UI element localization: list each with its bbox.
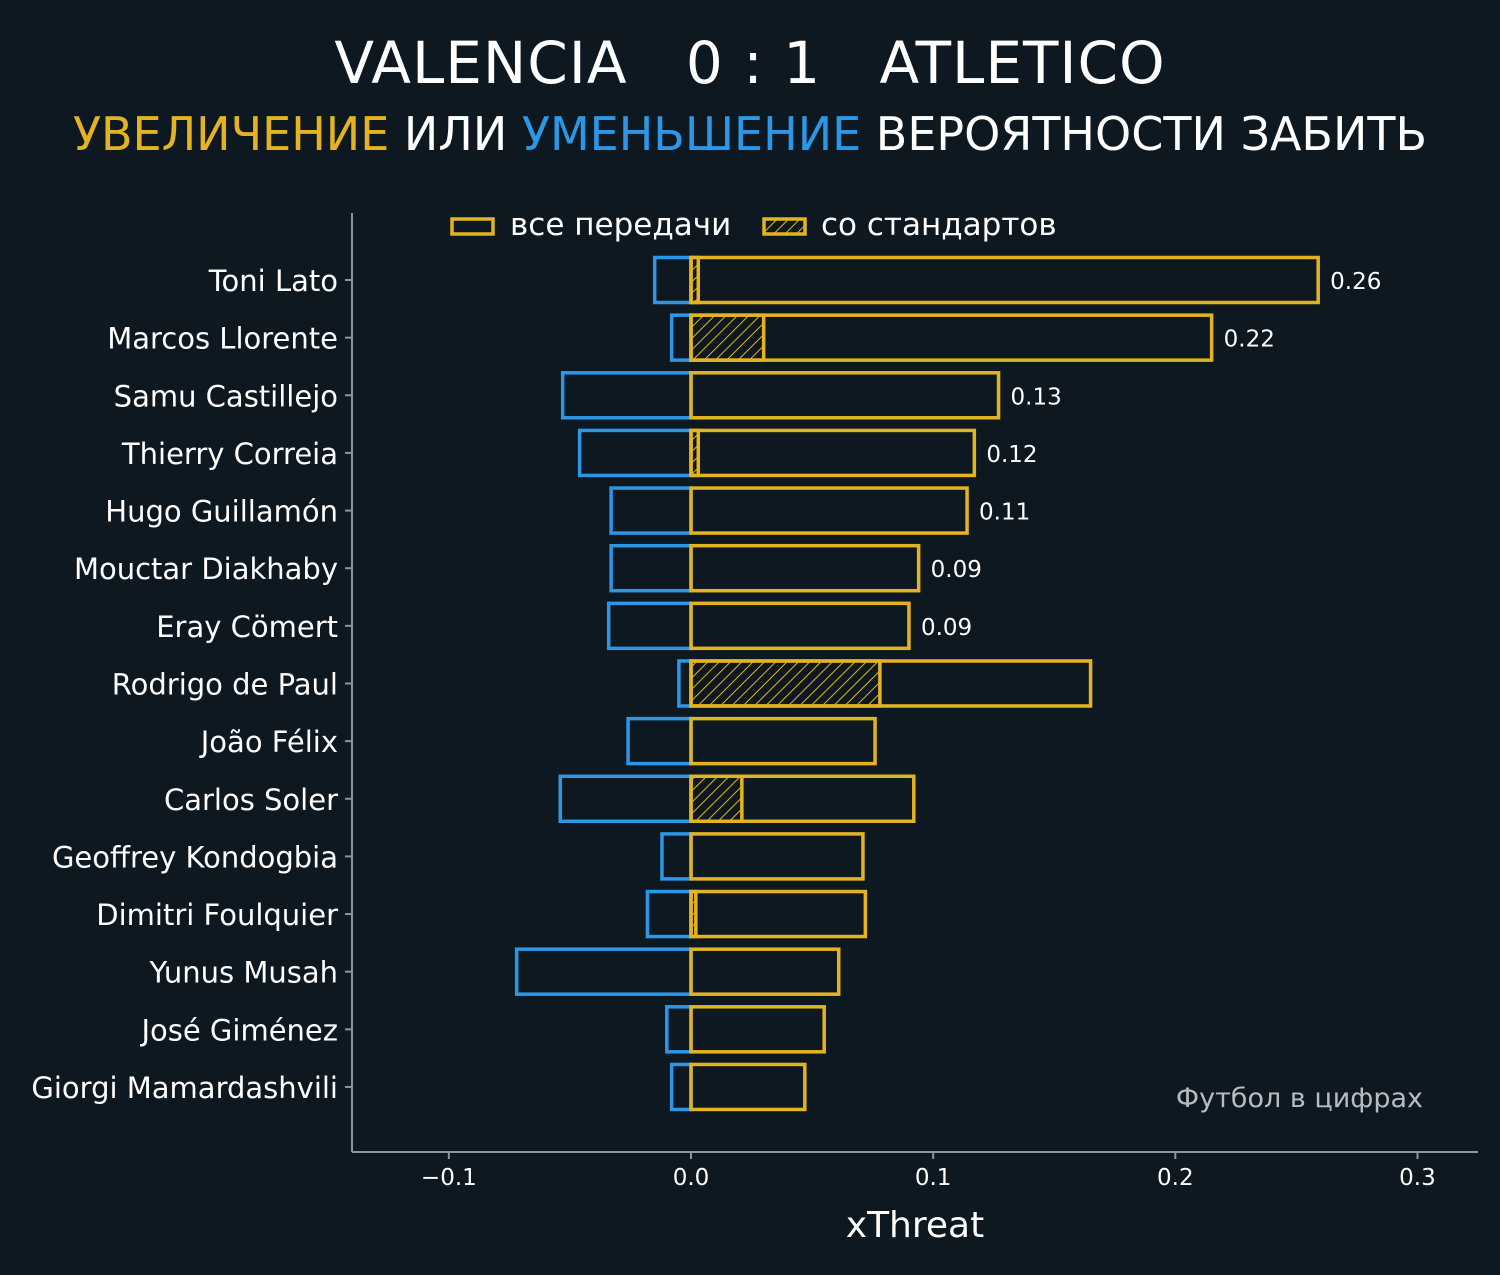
bar-decrease xyxy=(669,313,693,362)
bar-decrease xyxy=(665,1005,693,1054)
y-tick-label: João Félix xyxy=(199,725,338,759)
bar-all-passes xyxy=(689,255,1320,305)
chart-axes xyxy=(351,213,1478,1153)
bar-all-passes xyxy=(689,601,911,651)
y-tick-label: Yunus Musah xyxy=(148,956,338,990)
bar-all-passes xyxy=(689,428,977,478)
y-tick-label: Mouctar Diakhaby xyxy=(74,552,338,586)
bar-decrease xyxy=(560,371,693,420)
y-tick-label: Samu Castillejo xyxy=(114,379,338,413)
bar-all-passes xyxy=(689,371,1001,420)
x-tick-label: 0.2 xyxy=(1157,1165,1194,1191)
y-tick-label: Thierry Correia xyxy=(121,437,338,471)
bar-group: 0.26 0.22 0.13 0.12 0.11 0.09 0.09 xyxy=(514,255,1381,1112)
bar-decrease xyxy=(677,659,693,708)
bar-all-passes xyxy=(689,1005,826,1054)
chart-subtitle: УВЕЛИЧЕНИЕ ИЛИ УМЕНЬШЕНИЕ ВЕРОЯТНОСТИ ЗА… xyxy=(0,104,1500,164)
bar-all-passes xyxy=(689,716,877,766)
bar-all-passes xyxy=(689,774,916,824)
bar-all-passes xyxy=(689,313,1214,362)
bar-decrease xyxy=(660,832,693,881)
x-axis-label: xThreat xyxy=(846,1205,984,1246)
y-tick-label: Carlos Soler xyxy=(164,783,338,817)
x-tick-label: 0.0 xyxy=(673,1165,710,1191)
data-label: 0.09 xyxy=(931,557,982,583)
bar-decrease xyxy=(577,428,693,478)
bar-set-pieces xyxy=(689,774,744,824)
chart-legend: все передачи со стандартов xyxy=(450,207,1057,243)
x-tick-group: −0.1 0.0 0.1 0.2 0.3 xyxy=(421,1152,1436,1191)
data-label: 0.09 xyxy=(921,615,972,641)
legend-swatch-set-pieces xyxy=(762,217,807,236)
y-tick-label: Toni Lato xyxy=(208,264,338,298)
bar-set-pieces xyxy=(689,659,882,708)
y-tick-label: Giorgi Mamardashvili xyxy=(31,1071,338,1105)
bar-all-passes xyxy=(689,543,921,593)
subtitle-part-rest: ВЕРОЯТНОСТИ ЗАБИТЬ xyxy=(861,107,1428,161)
data-label: 0.13 xyxy=(1011,384,1062,410)
bar-decrease xyxy=(669,1062,693,1112)
legend-swatch-all-passes xyxy=(450,217,495,236)
y-tick-label: Rodrigo de Paul xyxy=(112,667,338,701)
watermark: Футбол в цифрах xyxy=(1176,1083,1423,1114)
bar-decrease xyxy=(652,255,693,305)
x-tick-label: 0.1 xyxy=(915,1165,952,1191)
away-team: ATLETICO xyxy=(879,29,1166,97)
x-tick-label: 0.3 xyxy=(1399,1165,1436,1191)
bar-decrease xyxy=(626,716,693,766)
bar-decrease xyxy=(606,601,693,651)
y-tick-group: Toni Lato Marcos Llorente Samu Castillejo T… xyxy=(31,264,352,1105)
data-label: 0.12 xyxy=(986,442,1037,468)
bar-decrease xyxy=(514,947,693,996)
y-tick-label: Hugo Guillamón xyxy=(105,495,338,529)
y-tick-label: José Giménez xyxy=(139,1013,338,1047)
subtitle-part-or: ИЛИ xyxy=(389,107,522,161)
bar-decrease xyxy=(645,889,693,939)
bar-decrease xyxy=(558,774,693,824)
bar-decrease xyxy=(609,543,693,593)
data-label: 0.22 xyxy=(1224,327,1275,353)
x-tick-label: −0.1 xyxy=(421,1165,477,1191)
bar-all-passes xyxy=(689,889,868,939)
y-tick-label: Marcos Llorente xyxy=(107,322,338,356)
bar-all-passes xyxy=(689,1062,807,1112)
chart-title: VALENCIA 0 : 1 ATLETICO xyxy=(0,28,1500,98)
subtitle-part-increase: УВЕЛИЧЕНИЕ xyxy=(72,107,390,161)
y-tick-label: Eray Cömert xyxy=(156,610,338,644)
y-tick-label: Geoffrey Kondogbia xyxy=(52,840,338,874)
subtitle-part-decrease: УМЕНЬШЕНИЕ xyxy=(521,107,862,161)
y-tick-label: Dimitri Foulquier xyxy=(96,898,338,932)
bar-all-passes xyxy=(689,832,865,881)
data-label: 0.26 xyxy=(1330,269,1381,295)
bar-all-passes xyxy=(689,947,841,996)
bar-set-pieces xyxy=(689,313,766,362)
legend-label-set-pieces: со стандартов xyxy=(821,207,1057,243)
bar-decrease xyxy=(609,486,693,535)
bar-all-passes xyxy=(689,659,1093,708)
data-label: 0.11 xyxy=(979,500,1030,526)
match-score: 0 : 1 xyxy=(685,29,822,97)
bar-all-passes xyxy=(689,486,969,535)
home-team: VALENCIA xyxy=(334,29,628,97)
legend-label-all-passes: все передачи xyxy=(510,207,731,243)
